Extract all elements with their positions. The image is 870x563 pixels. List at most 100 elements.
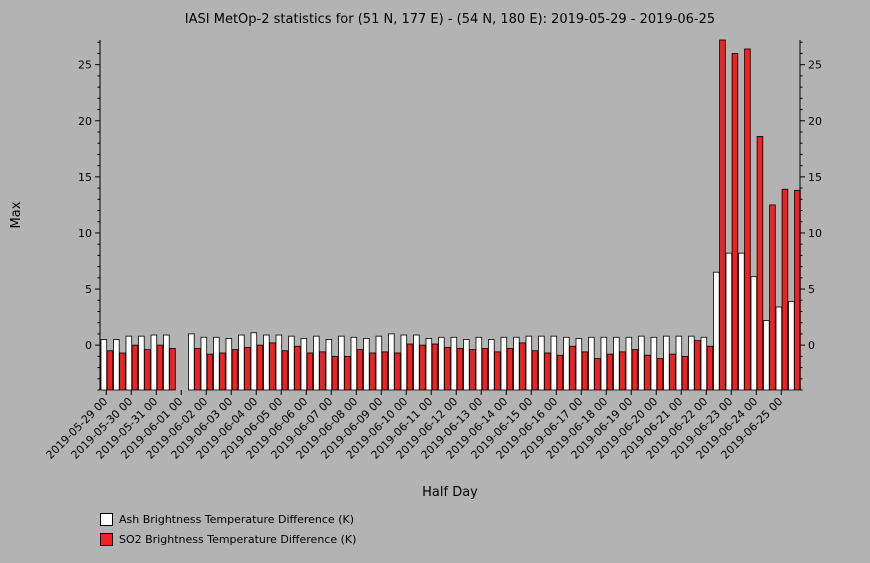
bar-ash-29	[463, 339, 470, 391]
y-tick-label-right: 15	[808, 171, 822, 184]
bar-so2-51	[744, 48, 751, 391]
bar-ash-40	[600, 336, 608, 391]
bar-so2-53	[769, 204, 776, 391]
legend-swatch-so2	[100, 533, 113, 546]
bar-so2-22	[381, 351, 389, 391]
y-tick-label-left: 20	[78, 115, 92, 128]
chart-title: IASI MetOp-2 statistics for (51 N, 177 E…	[185, 12, 715, 27]
bar-so2-27	[444, 346, 451, 391]
bar-ash-9	[213, 336, 220, 391]
bar-ash-26	[425, 337, 433, 391]
bar-so2-23	[394, 352, 401, 391]
bar-so2-46	[681, 355, 689, 391]
bar-so2-12	[256, 344, 264, 391]
bar-ash-45	[663, 335, 670, 391]
bar-ash-47	[688, 335, 695, 391]
bar-so2-4	[156, 344, 164, 391]
legend-label-so2: SO2 Brightness Temperature Difference (K…	[119, 533, 357, 546]
bar-so2-24	[406, 343, 414, 391]
bar-so2-29	[469, 349, 476, 391]
y-tick-label-left: 0	[85, 339, 92, 352]
x-axis-label: Half Day	[422, 485, 478, 500]
bar-ash-55	[788, 300, 795, 391]
bar-ash-20	[350, 336, 358, 391]
bar-ash-27	[438, 336, 445, 391]
y-tick-label-left: 10	[78, 227, 92, 240]
bar-ash-33	[513, 336, 520, 391]
bar-ash-18	[325, 339, 333, 391]
y-tick-label-right: 25	[808, 59, 822, 72]
bar-ash-25	[413, 334, 420, 391]
bar-so2-2	[131, 344, 139, 391]
y-tick-label-left: 25	[78, 59, 92, 72]
bar-ash-54	[775, 306, 783, 391]
bar-ash-53	[763, 320, 770, 391]
bar-so2-36	[556, 354, 564, 391]
bar-so2-7	[194, 348, 201, 391]
bar-ash-30	[475, 336, 483, 391]
bar-ash-31	[488, 339, 495, 391]
bar-so2-49	[719, 39, 726, 391]
bar-ash-42	[625, 336, 633, 391]
y-tick-label-right: 0	[808, 339, 815, 352]
y-tick-label-left: 5	[85, 283, 92, 296]
legend-label-ash: Ash Brightness Temperature Difference (K…	[119, 513, 354, 526]
bar-so2-20	[356, 349, 364, 391]
bar-ash-34	[525, 335, 533, 391]
bar-so2-18	[331, 355, 339, 391]
bar-ash-16	[300, 337, 308, 391]
legend-item-so2: SO2 Brightness Temperature Difference (K…	[100, 533, 356, 546]
bar-ash-21	[363, 337, 370, 391]
bar-so2-41	[619, 351, 626, 391]
bar-ash-36	[550, 335, 558, 391]
bar-ash-3	[138, 335, 145, 391]
bar-so2-14	[281, 350, 289, 391]
bar-ash-49	[713, 271, 720, 391]
bar-ash-35	[538, 335, 545, 391]
bar-ash-5	[163, 334, 170, 391]
bar-ash-22	[375, 335, 383, 391]
bar-so2-3	[144, 349, 151, 391]
bar-ash-38	[575, 337, 583, 391]
y-tick-label-right: 10	[808, 227, 822, 240]
bar-so2-39	[594, 358, 601, 391]
bar-ash-15	[288, 335, 295, 391]
bar-so2-50	[731, 53, 739, 391]
bar-ash-11	[238, 334, 245, 391]
bar-so2-13	[269, 342, 276, 391]
bar-so2-30	[481, 348, 489, 391]
bar-so2-37	[569, 345, 576, 391]
bar-ash-17	[313, 335, 320, 391]
bars-layer	[100, 39, 801, 391]
y-tick-label-right: 20	[808, 115, 822, 128]
bar-so2-17	[319, 351, 326, 391]
y-tick-label-left: 15	[78, 171, 92, 184]
bar-ash-10	[225, 337, 233, 391]
bar-ash-43	[638, 335, 645, 391]
bar-so2-45	[669, 353, 676, 391]
legend-swatch-ash	[100, 513, 113, 526]
bar-ash-12	[250, 332, 258, 391]
bar-ash-32	[500, 336, 508, 391]
bar-so2-54	[781, 188, 789, 391]
bar-so2-31	[494, 351, 501, 391]
bar-so2-11	[244, 346, 251, 391]
bar-so2-35	[544, 352, 551, 391]
bar-ash-41	[613, 336, 620, 391]
bar-ash-37	[563, 336, 570, 391]
bar-so2-44	[656, 358, 664, 391]
bar-so2-48	[706, 345, 714, 391]
bar-so2-1	[119, 352, 126, 391]
bar-ash-13	[263, 334, 270, 391]
bar-ash-50	[725, 252, 733, 391]
bar-ash-2	[125, 335, 133, 391]
bar-ash-51	[738, 252, 745, 391]
bar-ash-4	[150, 334, 158, 391]
bar-so2-0	[106, 350, 114, 391]
bar-ash-8	[200, 336, 208, 391]
bar-so2-43	[644, 354, 651, 391]
legend-item-ash: Ash Brightness Temperature Difference (K…	[100, 513, 354, 526]
bar-so2-15	[294, 345, 301, 391]
bar-ash-48	[700, 336, 708, 391]
bar-so2-52	[756, 136, 764, 391]
